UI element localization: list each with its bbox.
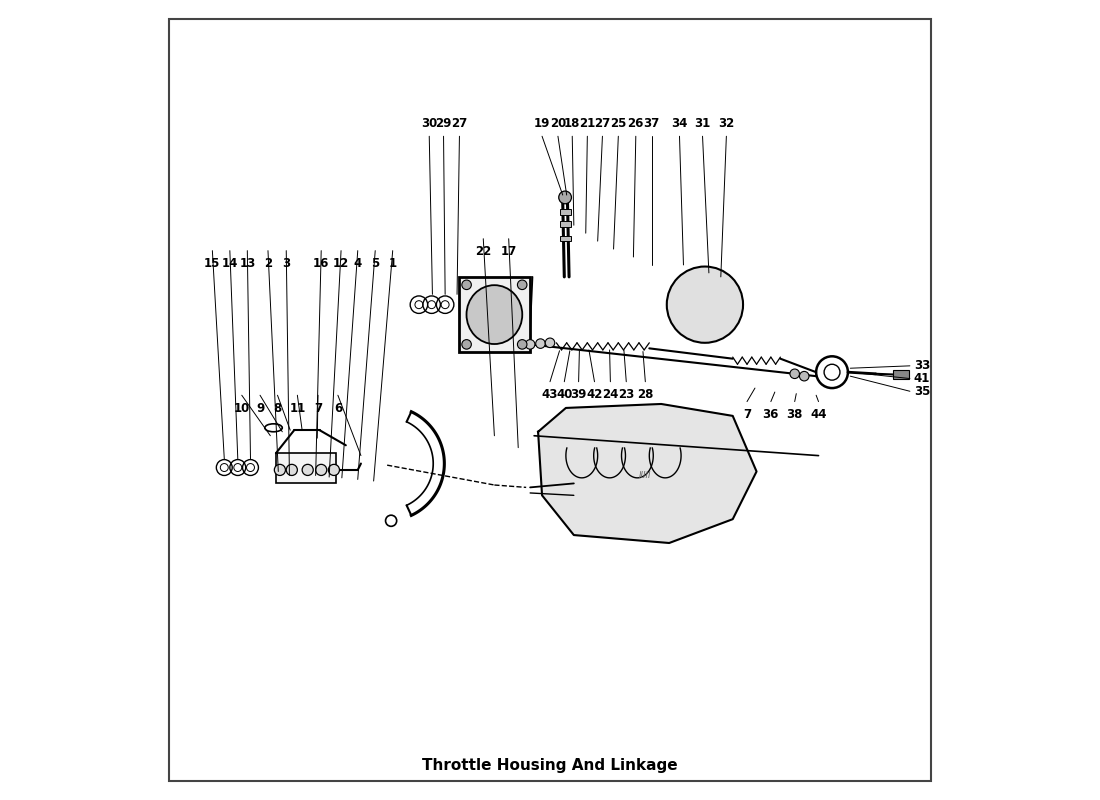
Text: 36: 36: [762, 408, 779, 421]
Text: 18: 18: [564, 117, 581, 130]
Text: 42: 42: [586, 388, 603, 401]
Text: 5: 5: [371, 257, 380, 270]
Circle shape: [517, 340, 527, 349]
Text: 21: 21: [580, 117, 595, 130]
Text: 28: 28: [637, 388, 653, 401]
Text: 4: 4: [353, 257, 362, 270]
Text: 17: 17: [500, 245, 517, 258]
Text: 27: 27: [451, 117, 468, 130]
Circle shape: [536, 339, 546, 348]
Text: 1: 1: [388, 257, 397, 270]
Text: 43: 43: [542, 388, 558, 401]
Circle shape: [274, 464, 286, 475]
Text: 7: 7: [742, 408, 751, 421]
Text: 33: 33: [914, 359, 931, 372]
Text: 10: 10: [233, 402, 250, 414]
Text: 37: 37: [644, 117, 660, 130]
Circle shape: [790, 369, 800, 378]
Circle shape: [667, 266, 744, 342]
Text: 30: 30: [421, 117, 438, 130]
Circle shape: [546, 338, 554, 347]
Circle shape: [329, 464, 340, 475]
Text: 20: 20: [550, 117, 566, 130]
Text: 27: 27: [594, 117, 610, 130]
Text: 44: 44: [811, 408, 827, 421]
Text: 11: 11: [289, 402, 306, 414]
Text: 14: 14: [222, 257, 238, 270]
Text: 6: 6: [333, 402, 342, 414]
Circle shape: [559, 191, 572, 204]
Circle shape: [526, 340, 535, 349]
Text: 3: 3: [283, 257, 290, 270]
Bar: [893, 370, 909, 378]
Bar: [276, 454, 336, 483]
Text: 41: 41: [914, 372, 931, 385]
Text: 24: 24: [602, 388, 618, 401]
Text: 8: 8: [274, 402, 282, 414]
Circle shape: [286, 464, 297, 475]
Text: 12: 12: [333, 257, 349, 270]
Text: 2: 2: [264, 257, 272, 270]
Text: 29: 29: [436, 117, 452, 130]
Text: 15: 15: [205, 257, 220, 270]
Bar: [560, 210, 572, 215]
Text: 35: 35: [914, 385, 931, 398]
Bar: [560, 235, 572, 241]
Text: 25: 25: [610, 117, 627, 130]
Circle shape: [316, 464, 327, 475]
Text: 19: 19: [534, 117, 550, 130]
Text: 40: 40: [557, 388, 572, 401]
Text: 7: 7: [314, 402, 322, 414]
Bar: [560, 222, 572, 227]
Circle shape: [462, 340, 472, 349]
Bar: [459, 277, 530, 352]
Text: 26: 26: [628, 117, 643, 130]
Text: 31: 31: [694, 117, 711, 130]
Circle shape: [302, 464, 313, 475]
Text: IIIII: IIIII: [639, 471, 651, 480]
Text: 13: 13: [239, 257, 255, 270]
Text: 22: 22: [475, 245, 492, 258]
Ellipse shape: [466, 285, 522, 344]
Polygon shape: [538, 404, 757, 543]
Circle shape: [517, 280, 527, 290]
Text: 16: 16: [314, 257, 329, 270]
Text: 38: 38: [786, 408, 803, 421]
Text: 23: 23: [618, 388, 635, 401]
Text: Throttle Housing And Linkage: Throttle Housing And Linkage: [422, 758, 678, 774]
Text: 39: 39: [571, 388, 586, 401]
Text: 32: 32: [718, 117, 735, 130]
Circle shape: [462, 280, 472, 290]
Text: 34: 34: [671, 117, 688, 130]
Circle shape: [800, 371, 808, 381]
Text: 9: 9: [256, 402, 264, 414]
